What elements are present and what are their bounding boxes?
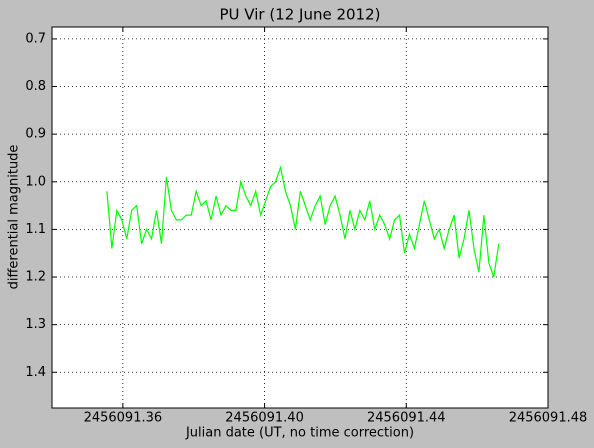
x-tick-label: 2456091.48: [509, 411, 588, 426]
y-tick-label: 1.0: [25, 174, 46, 189]
y-tick-label: 1.3: [25, 317, 46, 332]
x-tick-label: 2456091.44: [367, 411, 446, 426]
y-tick-label: 0.7: [25, 31, 46, 46]
data-line: [106, 165, 500, 278]
y-tick-label: 0.8: [25, 79, 46, 94]
y-tick-label: 0.9: [25, 127, 46, 142]
y-tick-label: 1.4: [25, 365, 46, 380]
y-tick-label: 1.1: [25, 222, 46, 237]
x-tick-label: 2456091.40: [225, 411, 304, 426]
y-tick-label: 1.2: [25, 270, 46, 285]
chart-title: PU Vir (12 June 2012): [220, 6, 381, 24]
x-axis-label: Julian date (UT, no time correction): [185, 426, 414, 441]
plot-area: [52, 27, 548, 408]
x-tick-label: 2456091.36: [84, 411, 163, 426]
y-axis-label: differential magnitude: [7, 145, 22, 290]
plot-frame: [51, 26, 549, 409]
